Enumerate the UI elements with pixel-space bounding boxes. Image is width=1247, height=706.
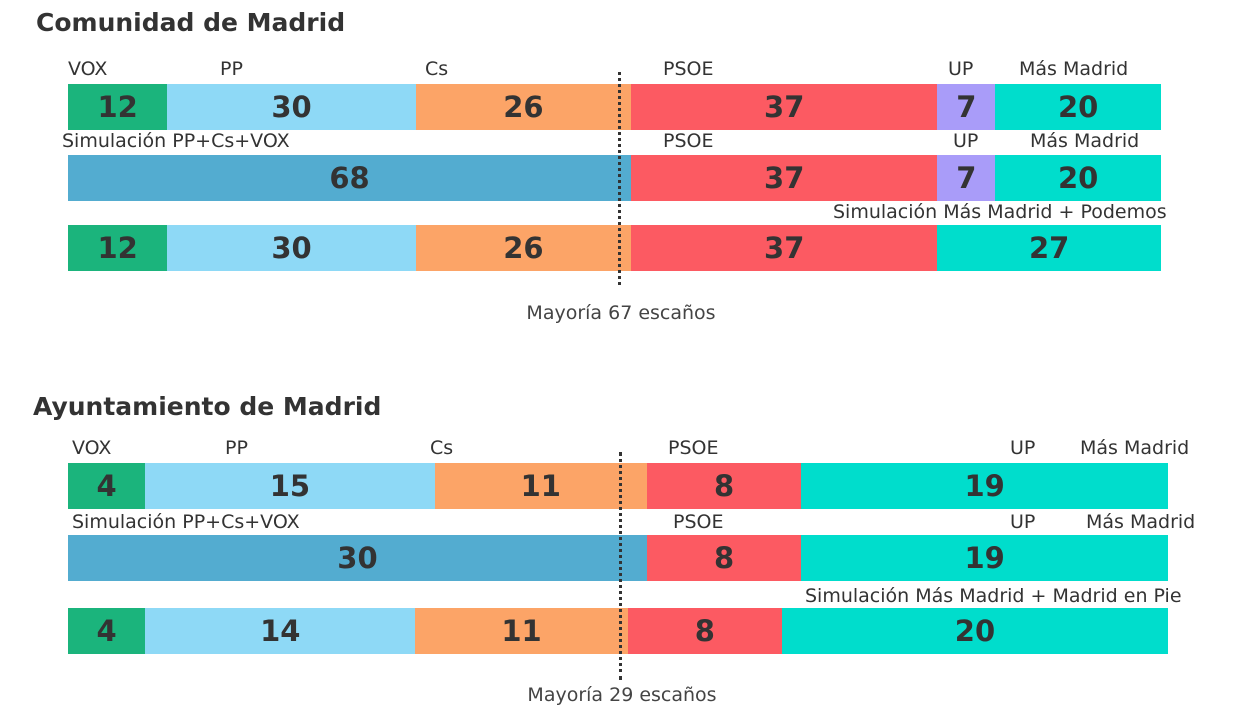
bar-segment-pp: 30 xyxy=(167,84,416,130)
bar-segment-psoe: 8 xyxy=(627,608,782,654)
party-label: PSOE xyxy=(673,511,724,533)
bar-segment-más-madrid: 19 xyxy=(801,535,1168,581)
bar-segment-más-madrid: 20 xyxy=(995,155,1161,201)
bar-segment-cs: 26 xyxy=(415,225,632,271)
stacked-bar: 30 8 19 xyxy=(68,535,1168,581)
party-label: VOX xyxy=(72,437,112,459)
bar-segment-psoe: 8 xyxy=(646,535,802,581)
chart-title: Ayuntamiento de Madrid xyxy=(33,392,382,421)
chart-title: Comunidad de Madrid xyxy=(36,8,346,37)
bar-segment-vox: 12 xyxy=(68,84,168,130)
bar-segment-más-madrid: 20 xyxy=(995,84,1161,130)
party-label: PSOE xyxy=(663,58,714,80)
bar-segment-psoe: 37 xyxy=(631,84,938,130)
bar-segment-pp: 30 xyxy=(167,225,416,271)
party-label: Más Madrid xyxy=(1086,511,1196,533)
party-label: Simulación PP+Cs+VOX xyxy=(72,511,300,533)
party-label: Simulación Más Madrid + Podemos xyxy=(833,201,1167,223)
party-label: Más Madrid xyxy=(1080,437,1190,459)
bar-segment-más-madrid: 20 xyxy=(782,608,1168,654)
party-label: Cs xyxy=(425,58,449,80)
bar-segment-más-madrid: 19 xyxy=(801,463,1168,509)
party-label: UP xyxy=(953,130,979,152)
party-label: UP xyxy=(1010,437,1036,459)
bar-segment-vox: 4 xyxy=(68,608,146,654)
party-label: Simulación Más Madrid + Madrid en Pie xyxy=(805,585,1182,607)
bar-segment-cs: 11 xyxy=(415,608,628,654)
bar-segment-pp: 14 xyxy=(145,608,416,654)
bar-segment-pp: 15 xyxy=(145,463,435,509)
party-label: PSOE xyxy=(663,130,714,152)
stacked-bar: 68 37 7 20 xyxy=(68,155,1161,201)
party-label: PP xyxy=(225,437,248,459)
bar-segment-vox: 4 xyxy=(68,463,146,509)
party-label: Más Madrid xyxy=(1030,130,1140,152)
party-label: UP xyxy=(948,58,974,80)
bar-segment-up: 7 xyxy=(937,84,996,130)
majority-line xyxy=(619,452,622,680)
bar-segment-cs: 11 xyxy=(434,463,647,509)
bar-segment-sim: 68 xyxy=(68,155,632,201)
party-label: UP xyxy=(1010,511,1036,533)
party-label: PSOE xyxy=(668,437,719,459)
party-label: VOX xyxy=(68,58,108,80)
bar-segment-sim: 30 xyxy=(68,535,647,581)
stacked-bar: 4 15 11 8 19 xyxy=(68,463,1168,509)
party-label: Simulación PP+Cs+VOX xyxy=(62,130,290,152)
stacked-bar: 12 30 26 37 27 xyxy=(68,225,1161,271)
party-label: Cs xyxy=(430,437,454,459)
majority-line xyxy=(618,72,621,285)
bar-segment-más-madrid: 27 xyxy=(937,225,1161,271)
bar-segment-up: 7 xyxy=(937,155,996,201)
bar-segment-cs: 26 xyxy=(415,84,632,130)
bar-segment-psoe: 37 xyxy=(631,225,938,271)
bar-segment-psoe: 8 xyxy=(646,463,802,509)
stacked-bar: 12 30 26 37 7 20 xyxy=(68,84,1161,130)
party-label: Más Madrid xyxy=(1019,58,1129,80)
stacked-bar: 4 14 11 8 20 xyxy=(68,608,1168,654)
bar-segment-vox: 12 xyxy=(68,225,168,271)
majority-label: Mayoría 67 escaños xyxy=(526,302,716,324)
party-label: PP xyxy=(220,58,243,80)
bar-segment-psoe: 37 xyxy=(631,155,938,201)
majority-label: Mayoría 29 escaños xyxy=(527,684,717,706)
